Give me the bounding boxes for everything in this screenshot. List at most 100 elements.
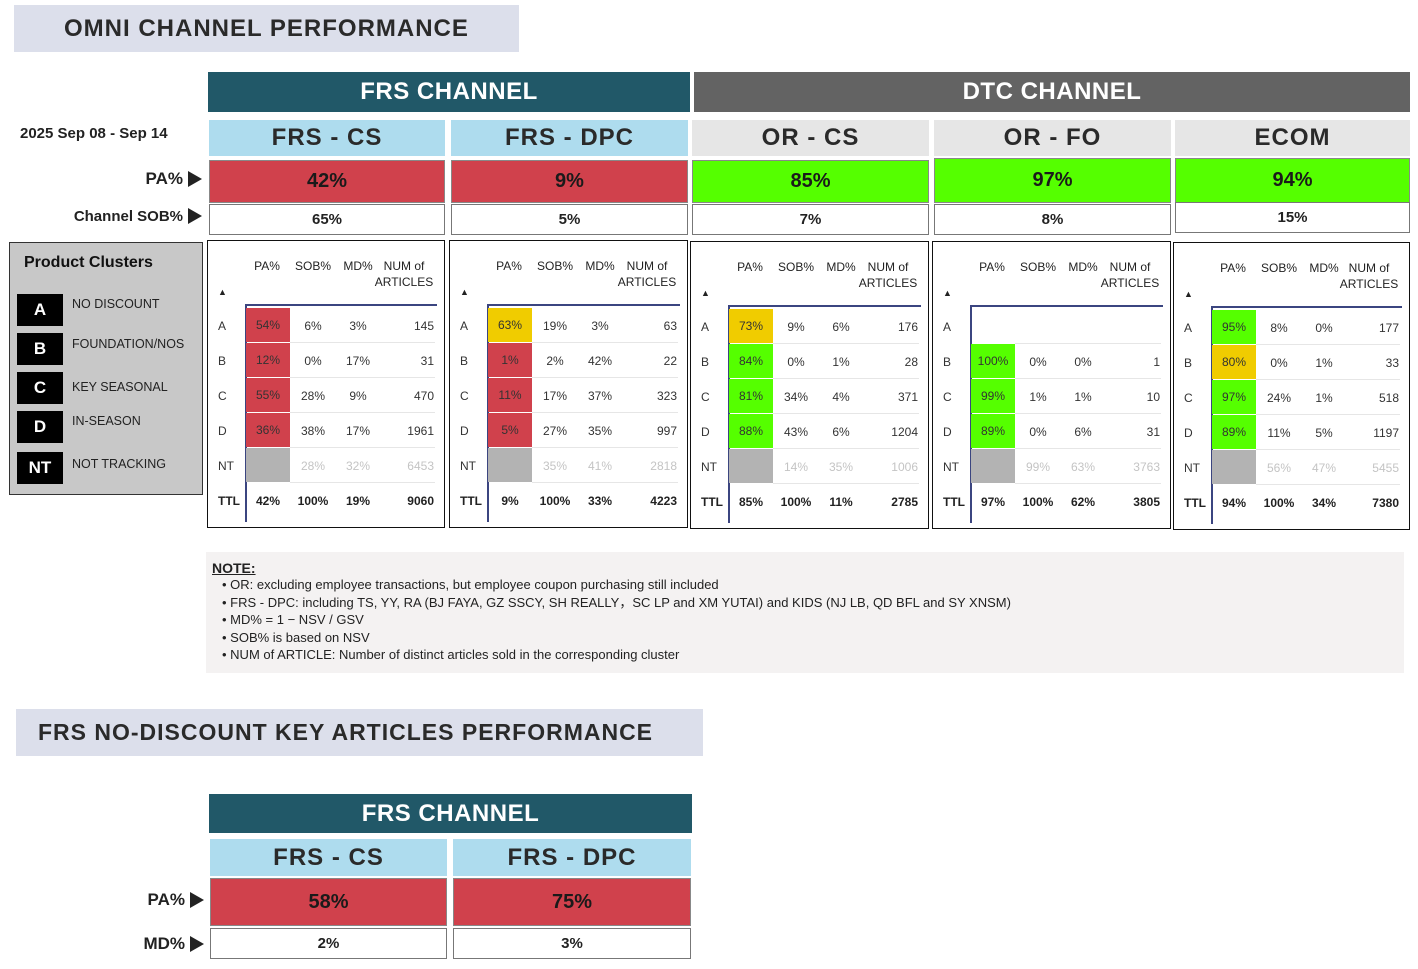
sob-cell: 99% — [1025, 459, 1051, 474]
pa-cell — [971, 309, 1015, 343]
detail-panel-or-cs: PA% SOB% MD% NUM of ARTICLES ▲ A 73% 9% 6% 176 B 84%… — [690, 241, 929, 529]
pa-cell: 11% — [488, 378, 532, 412]
pa-cell: 1% — [488, 343, 532, 377]
md-cell: 9% — [349, 388, 367, 403]
pa-cell: 100% — [971, 344, 1015, 378]
header-num-articles: NUM of ARTICLES — [1095, 259, 1165, 291]
md-cell: 47% — [1311, 460, 1337, 475]
md-cell: 1% — [1315, 390, 1333, 405]
sob-cell: 56% — [1266, 460, 1292, 475]
pa-cell: 84% — [729, 344, 773, 378]
sob-cell: 11% — [1267, 425, 1291, 440]
row-label: C — [943, 390, 952, 404]
header-divider — [487, 304, 680, 306]
pa-row-label: PA% — [60, 168, 202, 190]
sob-cell: 0% — [787, 354, 805, 369]
num-articles-cell: 1 — [1153, 355, 1160, 369]
cluster-label-nt: NOT TRACKING — [72, 457, 166, 471]
num-articles-cell: 63 — [663, 319, 677, 333]
sob-cell: 0% — [1270, 355, 1288, 370]
row-separator — [532, 412, 678, 413]
ttl-num: 3805 — [1133, 495, 1160, 509]
header-sob: SOB% — [536, 259, 573, 273]
header-num-articles: NUM of ARTICLES — [369, 258, 439, 290]
ttl-md: 11% — [829, 494, 853, 509]
row-label: A — [218, 319, 227, 333]
section2-segment-frs-dpc: FRS - DPC — [453, 839, 691, 876]
cluster-badge-a: A — [17, 294, 63, 326]
num-articles-cell: 1197 — [1373, 426, 1399, 440]
pa-value-or-cs: 85% — [692, 160, 929, 203]
date-range: 2025 Sep 08 - Sep 14 — [20, 125, 168, 142]
pa-cell — [488, 448, 532, 482]
row-axis-line — [487, 304, 489, 522]
ttl-num: 4223 — [650, 494, 677, 508]
num-articles-cell: 2818 — [650, 459, 677, 473]
md-cell: 4% — [832, 389, 850, 404]
note-heading: NOTE: — [212, 560, 256, 576]
header-md: MD% — [1068, 260, 1098, 274]
pa-row-label-text: PA% — [145, 169, 183, 188]
pa-cell: 5% — [488, 413, 532, 447]
sob-cell: 9% — [787, 319, 805, 334]
row-separator — [1256, 379, 1400, 380]
ttl-sob: 100% — [1263, 495, 1295, 510]
num-articles-cell: 6453 — [407, 459, 434, 473]
note-line: • FRS - DPC: including TS, YY, RA (BJ FA… — [222, 594, 1011, 610]
row-label: C — [460, 389, 469, 403]
num-articles-cell: 997 — [656, 424, 677, 438]
header-pa: PA% — [496, 259, 522, 273]
pa-cell: 81% — [729, 379, 773, 413]
sob-cell: 28% — [300, 458, 326, 473]
row-label: A — [701, 320, 710, 334]
sob-row-label-text: Channel SOB% — [73, 207, 183, 225]
detail-panel-frs-dpc: PA% SOB% MD% NUM of ARTICLES ▲ A 63% 19% 3% 63 B 1% 2… — [449, 240, 688, 528]
md-cell: 63% — [1070, 459, 1096, 474]
row-axis-line — [728, 305, 730, 523]
cluster-label-b: FOUNDATION/NOS — [72, 337, 185, 351]
md-cell: 37% — [587, 388, 613, 403]
pa-value-frs-dpc: 9% — [451, 160, 688, 203]
sob-cell: 0% — [1029, 424, 1047, 439]
ttl-sob: 100% — [780, 494, 812, 509]
num-articles-cell: 177 — [1378, 321, 1399, 335]
section2-pa-frs-cs: 58% — [210, 878, 447, 926]
ttl-md: 19% — [345, 493, 371, 508]
ttl-label: TTL — [218, 494, 240, 508]
right-triangle-icon — [190, 892, 204, 908]
row-axis-line — [245, 304, 247, 522]
header-md: MD% — [826, 260, 856, 274]
row-label: NT — [218, 459, 234, 473]
sob-cell: 19% — [542, 318, 568, 333]
header-num-line1: NUM of — [867, 260, 909, 274]
header-num-line2: ARTICLES — [1100, 276, 1160, 290]
sob-value-or-cs: 7% — [692, 204, 929, 235]
sob-cell: 0% — [1029, 354, 1047, 369]
header-num-line1: NUM of — [1109, 260, 1151, 274]
row-label: B — [218, 354, 227, 368]
row-separator — [773, 448, 919, 449]
md-cell: 6% — [832, 424, 850, 439]
section2-md-row-label-text: MD% — [143, 934, 185, 953]
detail-panel-ecom: PA% SOB% MD% NUM of ARTICLES ▲ A 95% 8% 0% 177 B 80%… — [1173, 242, 1410, 530]
ttl-sob: 100% — [1022, 494, 1054, 509]
row-separator — [290, 342, 435, 343]
header-num-articles: NUM of ARTICLES — [853, 259, 923, 291]
row-label: B — [460, 354, 469, 368]
segment-header-or-cs: OR - CS — [692, 120, 929, 156]
header-num-line2: ARTICLES — [374, 275, 434, 289]
cluster-badge-d: D — [17, 411, 63, 443]
sob-cell: 35% — [542, 458, 568, 473]
main-title: OMNI CHANNEL PERFORMANCE — [14, 5, 519, 52]
cluster-badge-c: C — [17, 372, 63, 404]
row-separator — [1015, 483, 1161, 484]
md-cell: 35% — [587, 423, 613, 438]
ttl-sob: 100% — [539, 493, 571, 508]
right-triangle-icon — [190, 936, 204, 952]
num-articles-cell: 371 — [897, 390, 918, 404]
row-separator — [290, 482, 435, 483]
num-articles-cell: 323 — [656, 389, 677, 403]
cluster-label-d: IN-SEASON — [72, 414, 141, 428]
row-label: B — [1184, 356, 1193, 370]
header-divider — [970, 305, 1163, 307]
